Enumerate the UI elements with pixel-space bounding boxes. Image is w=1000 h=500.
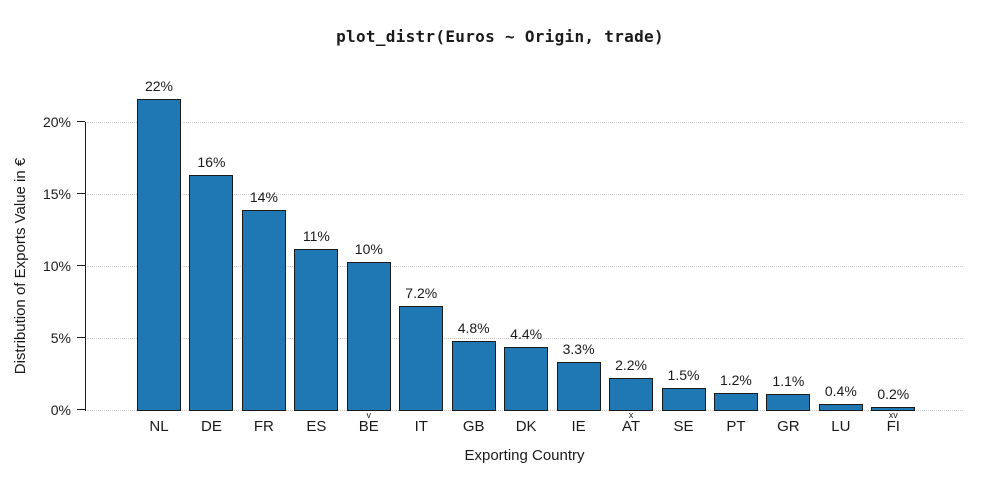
- y-tick-label: 5%: [50, 330, 71, 346]
- y-axis-tick: [77, 409, 85, 411]
- category-label: NL: [149, 418, 169, 435]
- category-label: GB: [462, 418, 485, 435]
- y-tick-label: 20%: [42, 114, 71, 130]
- x-axis-title: Exporting Country: [464, 447, 585, 464]
- category-label: GR: [777, 418, 800, 435]
- y-axis-tick: [77, 193, 85, 195]
- bar-value-label: 4.8%: [457, 319, 490, 336]
- category-label: ES: [306, 418, 327, 435]
- category-label: LU: [831, 418, 851, 435]
- bar-value-label: 1.1%: [772, 373, 805, 390]
- bar-value-label: 22%: [144, 77, 174, 94]
- category-label: IT: [414, 418, 428, 435]
- y-tick-label: 10%: [42, 258, 71, 274]
- bar-value-label: 0.4%: [824, 383, 857, 400]
- y-gridline: [87, 121, 963, 123]
- bar: [871, 407, 916, 411]
- bar: [137, 98, 181, 411]
- category-label: PT: [726, 418, 746, 435]
- category-mark: xv: [888, 410, 898, 420]
- bar: [346, 261, 391, 411]
- bar-value-label: 2.2%: [615, 357, 647, 374]
- bar-value-label: 14%: [249, 188, 278, 205]
- bar: [241, 209, 286, 411]
- y-axis-tick: [77, 121, 85, 123]
- y-axis-tick: [77, 265, 85, 267]
- bar: [556, 362, 601, 411]
- bar-value-label: 7.2%: [405, 285, 438, 302]
- bar: [399, 306, 444, 411]
- category-label: FI: [886, 418, 900, 435]
- bar: [189, 175, 234, 411]
- category-label: FR: [253, 418, 274, 435]
- bar-value-label: 1.5%: [667, 367, 700, 384]
- y-tick-label: 0%: [50, 402, 71, 418]
- bar: [766, 394, 811, 411]
- bar: [294, 248, 339, 411]
- category-mark: x: [628, 410, 634, 420]
- bar-value-label: 0.2%: [877, 386, 910, 402]
- bar: [713, 392, 758, 411]
- category-label: IE: [571, 418, 586, 435]
- y-axis-spine: [85, 122, 86, 411]
- bar-value-label: 3.3%: [562, 341, 595, 358]
- y-tick-label: 15%: [42, 186, 71, 202]
- bar: [451, 340, 496, 411]
- bar: [818, 404, 863, 411]
- bar-value-label: 11%: [302, 227, 330, 244]
- y-axis-tick: [77, 337, 85, 339]
- bar: [661, 388, 706, 411]
- bar-value-label: 16%: [197, 154, 226, 171]
- category-label: BE: [358, 418, 379, 435]
- y-gridline: [87, 337, 963, 339]
- y-gridline: [87, 193, 963, 195]
- category-label: DE: [201, 418, 222, 435]
- bar-value-label: 4.4%: [510, 325, 543, 342]
- bar-value-label: 10%: [354, 240, 383, 257]
- category-label: SE: [673, 418, 694, 435]
- category-label: DK: [515, 418, 537, 435]
- y-gridline: [87, 265, 963, 267]
- bar-value-label: 1.2%: [719, 371, 752, 388]
- chart-title: plot_distr(Euros ~ Origin, trade): [336, 27, 664, 46]
- bar: [504, 346, 549, 411]
- bar: [609, 378, 654, 411]
- category-label: AT: [622, 418, 641, 435]
- category-mark: v: [366, 410, 372, 420]
